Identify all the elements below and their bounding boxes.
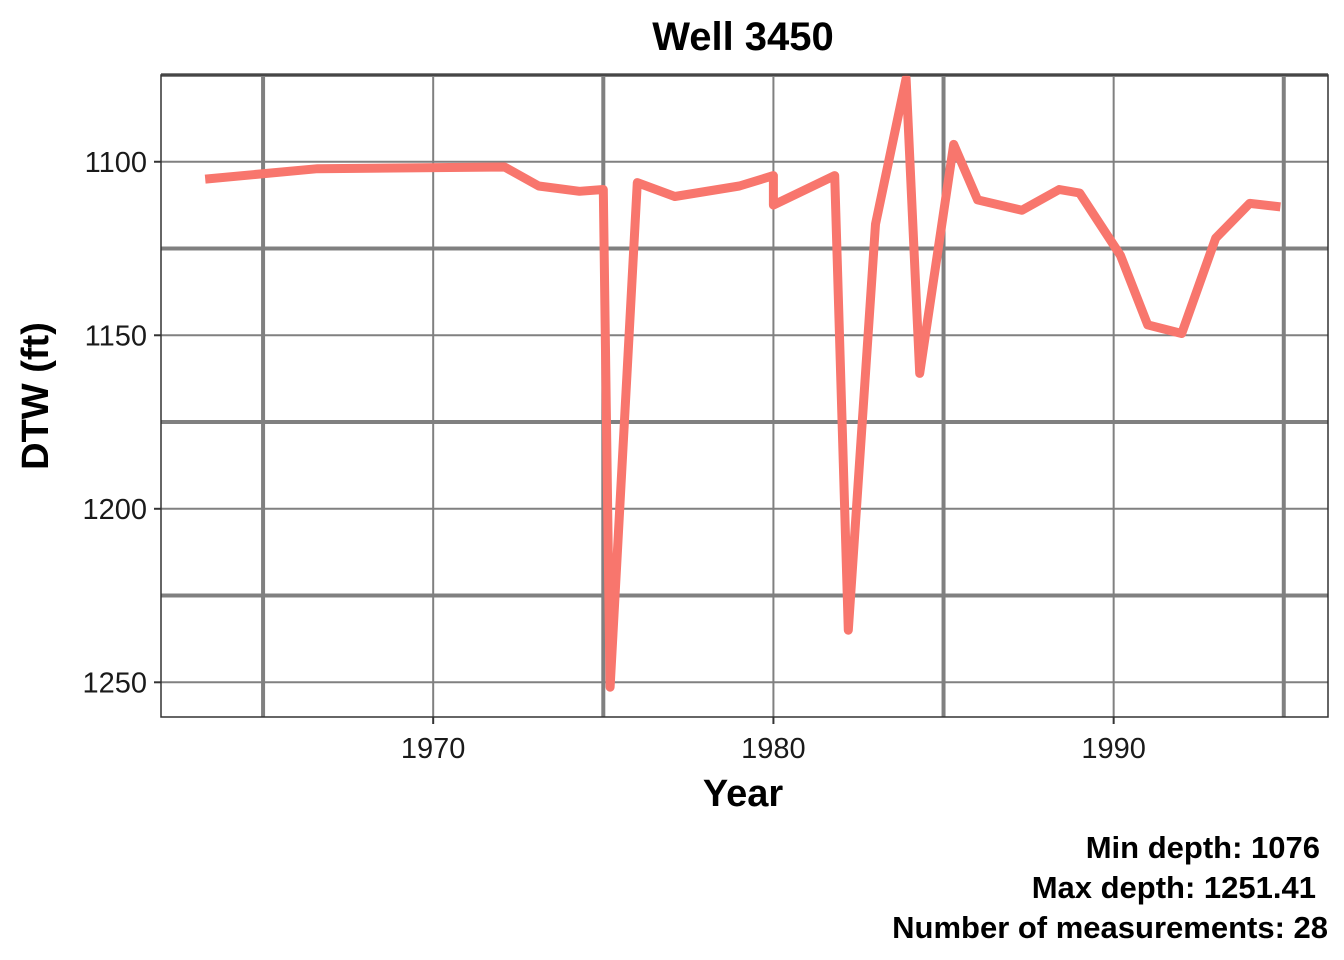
min-depth-caption: Min depth: 1076 bbox=[1086, 830, 1320, 865]
y-tick-label: 1200 bbox=[82, 494, 147, 526]
measurement-count-caption: Number of measurements: 28 bbox=[892, 910, 1328, 945]
dtw-series-line bbox=[204, 74, 1281, 692]
x-axis-title: Year bbox=[703, 773, 784, 815]
y-tick-label: 1250 bbox=[82, 667, 147, 699]
x-tick-label: 1980 bbox=[741, 733, 806, 765]
x-tick-label: 1970 bbox=[401, 733, 466, 765]
y-tick-label: 1100 bbox=[85, 147, 147, 179]
x-tick-labels: 1970 1980 1990 bbox=[401, 717, 1146, 765]
x-tick-label: 1990 bbox=[1081, 733, 1146, 765]
max-depth-caption: Max depth: 1251.41 bbox=[1032, 870, 1316, 905]
plot-border bbox=[160, 74, 1329, 718]
y-axis-title: DTW (ft) bbox=[15, 322, 57, 470]
y-tick-label: 1150 bbox=[85, 320, 147, 352]
grid-lines bbox=[161, 73, 1328, 717]
chart-title: Well 3450 bbox=[652, 15, 834, 59]
y-tick-labels: 1100 1150 1200 1250 bbox=[82, 147, 161, 699]
series-layer bbox=[204, 74, 1281, 692]
